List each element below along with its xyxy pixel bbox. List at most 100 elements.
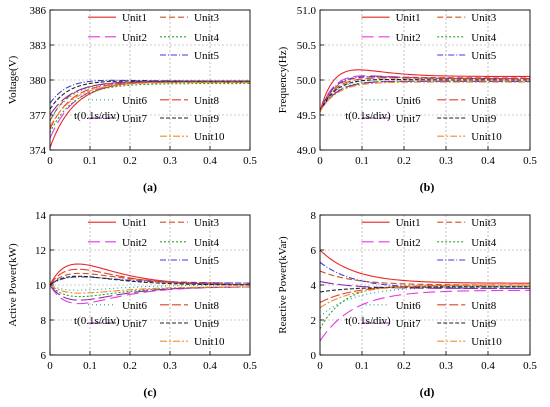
legend-label-unit5: Unit5 [471,50,497,62]
y-tick-label: 50.0 [297,75,317,87]
x-tick-label: 0 [317,360,323,372]
legend-label-unit4: Unit4 [194,237,220,249]
legend-label-unit10: Unit10 [194,131,225,143]
x-tick-label: 0.3 [439,155,453,167]
x-tick-label: 0.4 [481,155,495,167]
legend-label-unit4: Unit4 [471,237,497,249]
y-tick-label: 49.0 [297,145,317,157]
series-line-unit4 [49,82,250,133]
series-line-unit7 [49,284,251,301]
series-line-unit8 [319,77,530,112]
series-line-unit9 [49,275,251,286]
legend-label-unit3: Unit3 [471,217,497,229]
legend-label-unit10: Unit10 [194,336,225,348]
panel-3: 0 0.1 0.2 0.3 0.4 0.5 0 2 4 6 8 Reactive Power(kVar… [277,210,537,399]
series-line-unit10 [319,81,530,112]
y-tick-label: 4 [311,280,317,292]
x-tick-label: 0.1 [355,155,369,167]
legend-label-unit9: Unit9 [194,318,220,330]
legend-label-unit6: Unit6 [396,300,422,312]
series-line-unit8 [319,284,531,303]
legend-label-unit4: Unit4 [471,32,497,44]
legend-label-unit1: Unit1 [122,12,147,24]
series-line-unit2 [319,289,531,342]
panel-0: 0 0.1 0.2 0.3 0.4 0.5 374 377 380 383 386 Voltage(V… [7,5,257,194]
x-tick-label: 0.3 [163,155,177,167]
y-tick-label: 6 [41,350,47,362]
series-line-unit5 [319,261,530,290]
legend-label-unit9: Unit9 [471,113,497,125]
x-tick-label: 0.1 [83,360,97,372]
time-scale-note: t(0.1s/div) [345,110,391,122]
x-tick-label: 0.5 [523,360,537,372]
series-line-unit4 [49,284,251,298]
y-axis-label: Frequency(Hz) [277,46,289,113]
series-line-unit10 [49,284,250,294]
legend-label-unit6: Unit6 [122,95,148,107]
x-tick-label: 0.2 [123,155,137,167]
legend-label-unit5: Unit5 [194,50,220,62]
panel-caption: (a) [143,180,157,194]
panel-caption: (d) [420,385,435,399]
y-tick-label: 49.5 [297,110,317,122]
legend-label-unit7: Unit7 [122,113,148,125]
legend-label-unit10: Unit10 [471,131,502,143]
x-tick-label: 0.1 [83,155,97,167]
y-tick-label: 50.5 [297,40,317,52]
panel-1: 0 0.1 0.2 0.3 0.4 0.5 49.0 49.5 50.0 50.5 51.0 Freq… [277,5,537,194]
y-tick-label: 374 [30,145,47,157]
series-line-unit10 [319,284,531,309]
legend-label-unit1: Unit1 [122,217,147,229]
legend-label-unit3: Unit3 [194,217,220,229]
x-tick-label: 0 [317,155,323,167]
x-tick-label: 0.5 [243,360,257,372]
series-line-unit5 [49,276,250,286]
y-axis-label: Active Power(kW) [7,243,19,327]
legend-label-unit10: Unit10 [471,336,502,348]
legend-label-unit5: Unit5 [194,255,220,267]
panel-caption: (b) [420,180,435,194]
y-tick-label: 12 [35,245,46,257]
legend-label-unit2: Unit2 [396,237,421,249]
legend-label-unit9: Unit9 [471,318,497,330]
legend-label-unit1: Unit1 [396,217,421,229]
series-line-unit6 [319,286,530,317]
legend-label-unit6: Unit6 [122,300,148,312]
legend-label-unit7: Unit7 [396,113,422,125]
y-tick-label: 14 [35,210,47,222]
y-axis-label: Reactive Power(kVar) [277,236,289,334]
y-tick-label: 6 [311,245,317,257]
legend-label-unit8: Unit8 [194,300,220,312]
legend-label-unit8: Unit8 [194,95,220,107]
x-tick-label: 0.5 [243,155,257,167]
legend-label-unit1: Unit1 [396,12,421,24]
series-line-unit3 [319,76,530,112]
series-line-unit6 [49,284,251,291]
y-tick-label: 51.0 [297,5,317,17]
x-tick-label: 0.4 [203,155,217,167]
x-tick-label: 0 [47,155,53,167]
x-tick-label: 0.3 [163,360,177,372]
time-scale-note: t(0.1s/div) [74,110,120,122]
panel-caption: (c) [143,385,156,399]
legend-label-unit2: Unit2 [396,32,421,44]
legend-label-unit9: Unit9 [194,113,220,125]
legend-label-unit7: Unit7 [396,318,422,330]
x-tick-label: 0.4 [203,360,217,372]
legend-label-unit5: Unit5 [471,255,497,267]
series-line-unit1 [319,249,531,284]
series-line-unit6 [319,79,530,112]
legend-label-unit3: Unit3 [194,12,220,24]
y-tick-label: 386 [30,5,47,17]
series-line-unit3 [49,272,251,286]
legend-label-unit8: Unit8 [471,95,497,107]
x-tick-label: 0.5 [523,155,537,167]
y-tick-label: 383 [30,40,47,52]
series-line-unit5 [319,76,530,112]
series-line-unit9 [319,286,530,293]
legend-label-unit3: Unit3 [471,12,497,24]
x-tick-label: 0.1 [355,360,369,372]
y-axis-label: Voltage(V) [7,55,19,104]
y-tick-label: 2 [311,315,317,327]
